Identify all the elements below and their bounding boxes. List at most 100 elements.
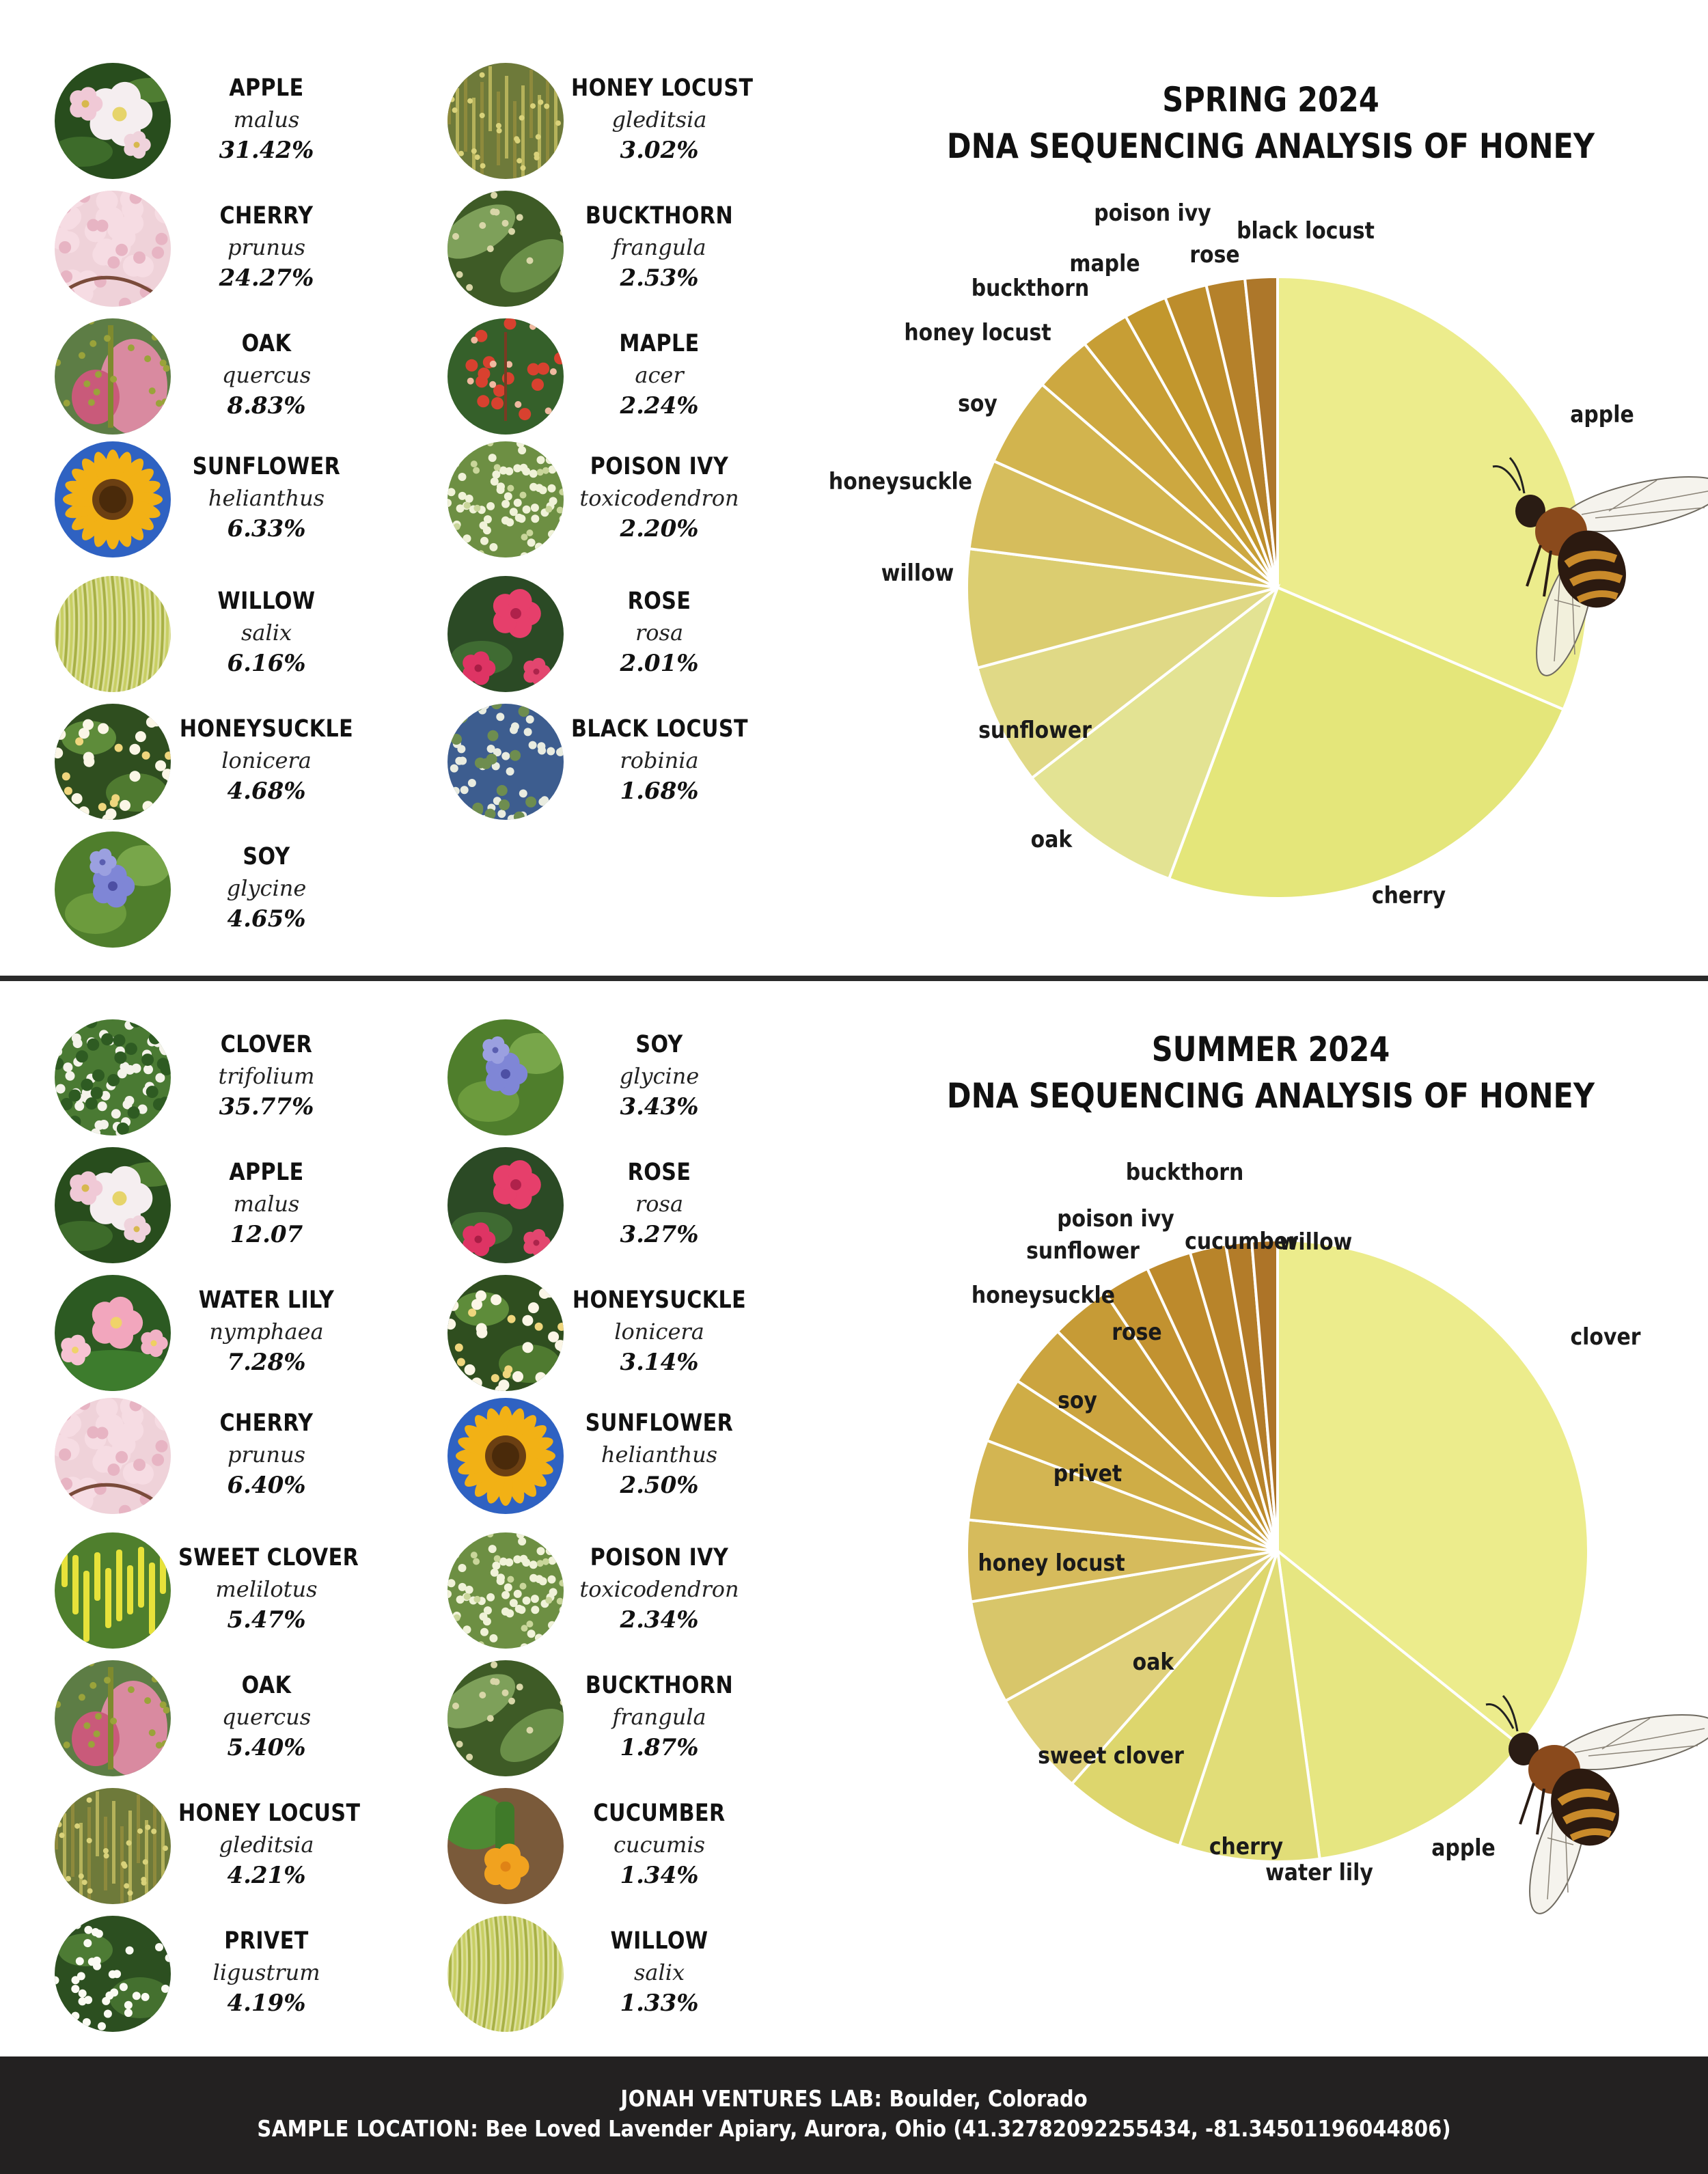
plant-name: BUCKTHORN	[585, 202, 734, 230]
pie-slice-water-lily	[1177, 1550, 1321, 1863]
plant-genus: rosa	[635, 1191, 684, 1217]
plant-genus: salix	[633, 1959, 685, 1985]
pie-slice-willow	[1250, 1238, 1279, 1552]
plant-item: POISON IVY toxicodendron 2.20%	[447, 441, 871, 558]
pie-label-sunflower: sunflower	[978, 716, 1092, 743]
pie-label-cherry: cherry	[1372, 881, 1446, 909]
plant-percent: 35.77%	[219, 1093, 314, 1120]
plant-genus: melilotus	[215, 1576, 318, 1602]
plant-text: SUNFLOWER helianthus 2.50%	[557, 1407, 762, 1500]
plant-item: ROSE rosa 2.01%	[447, 576, 871, 692]
plant-percent: 2.24%	[620, 392, 699, 419]
plant-name: OAK	[241, 1672, 292, 1699]
plant-percent: 1.34%	[620, 1862, 699, 1889]
spring-section: SPRING 2024 DNA SEQUENCING ANALYSIS OF H…	[0, 0, 1708, 976]
plant-text: WILLOW salix 1.33%	[557, 1925, 762, 2018]
footer-location-line: SAMPLE LOCATION: Bee Loved Lavender Apia…	[102, 2114, 1606, 2144]
pie-label-willow: willow	[1280, 1228, 1353, 1255]
cherry-blossom-photo	[55, 1398, 171, 1514]
plant-name: CLOVER	[220, 1031, 313, 1058]
plant-text: HONEY LOCUST gleditsia 4.21%	[164, 1798, 369, 1890]
plant-item: WATER LILY nymphaea 7.28%	[55, 1275, 478, 1391]
plant-item: WILLOW salix 6.16%	[55, 576, 478, 692]
plant-item: SOY glycine 4.65%	[55, 831, 478, 948]
plant-percent: 24.27%	[219, 264, 314, 292]
pie-label-cucumber: cucumber	[1185, 1227, 1298, 1254]
plant-name: HONEYSUCKLE	[572, 1286, 747, 1314]
buckthorn-photo	[447, 191, 564, 307]
footer-location-label: SAMPLE LOCATION:	[257, 2115, 479, 2142]
spring-title-season: SPRING 2024	[1162, 80, 1379, 120]
summer-chart-title: SUMMER 2024 DNA SEQUENCING ANALYSIS OF H…	[881, 1026, 1660, 1119]
plant-percent: 2.01%	[620, 650, 699, 677]
plant-item: HONEYSUCKLE lonicera 4.68%	[55, 704, 478, 820]
black-locust-photo	[447, 704, 564, 820]
plant-percent: 4.21%	[227, 1862, 306, 1889]
plant-name: POISON IVY	[590, 453, 729, 480]
honeysuckle-photo	[447, 1275, 564, 1391]
plant-text: APPLE malus 31.42%	[164, 72, 369, 165]
plant-name: BLACK LOCUST	[571, 715, 748, 743]
plant-name: ROSE	[627, 588, 691, 615]
plant-percent: 3.27%	[620, 1221, 699, 1248]
plant-item: SUNFLOWER helianthus 6.33%	[55, 441, 478, 558]
apple-blossom-photo	[55, 1147, 171, 1263]
plant-item: MAPLE acer 2.24%	[447, 318, 871, 435]
plant-text: BUCKTHORN frangula 2.53%	[557, 200, 762, 293]
plant-name: HONEY LOCUST	[178, 1800, 361, 1827]
plant-text: CHERRY prunus 6.40%	[164, 1407, 369, 1500]
pie-label-rose: rose	[1189, 240, 1239, 268]
plant-percent: 3.14%	[620, 1349, 699, 1376]
plant-genus: nymphaea	[209, 1319, 324, 1345]
plant-genus: lonicera	[614, 1319, 704, 1345]
plant-name: WILLOW	[217, 588, 316, 615]
pie-label-cherry: cherry	[1209, 1832, 1283, 1860]
pie-label-rose: rose	[1112, 1318, 1161, 1345]
pie-label-black-locust: black locust	[1237, 217, 1375, 244]
plant-genus: prunus	[227, 1442, 306, 1468]
pie-slice-sweet-clover	[1003, 1550, 1279, 1786]
plant-text: SOY glycine 3.43%	[557, 1029, 762, 1122]
plant-percent: 1.33%	[620, 1990, 699, 2017]
pie-label-buckthorn: buckthorn	[972, 274, 1090, 301]
sunflower-photo	[55, 441, 171, 558]
plant-text: MAPLE acer 2.24%	[557, 328, 762, 421]
spring-title-subtitle: DNA SEQUENCING ANALYSIS OF HONEY	[946, 126, 1595, 166]
plant-genus: helianthus	[601, 1442, 718, 1468]
plant-text: OAK quercus 8.83%	[164, 328, 369, 421]
plant-text: HONEYSUCKLE lonicera 4.68%	[164, 713, 369, 806]
pie-label-apple: apple	[1570, 400, 1634, 428]
plant-text: WILLOW salix 6.16%	[164, 586, 369, 678]
plant-genus: quercus	[221, 362, 312, 388]
plant-name: MAPLE	[619, 330, 700, 357]
plant-text: APPLE malus 12.07	[164, 1157, 369, 1250]
plant-item: SUNFLOWER helianthus 2.50%	[447, 1398, 871, 1514]
plant-item: OAK quercus 5.40%	[55, 1660, 478, 1776]
plant-percent: 7.28%	[227, 1349, 306, 1376]
plant-genus: malus	[233, 107, 300, 133]
water-lily-photo	[55, 1275, 171, 1391]
plant-text: POISON IVY toxicodendron 2.34%	[557, 1542, 762, 1635]
oak-flower-photo	[55, 1660, 171, 1776]
footer-lab-line: JONAH VENTURES LAB: Boulder, Colorado	[102, 2056, 1606, 2114]
plant-name: APPLE	[229, 74, 304, 102]
plant-name: SOY	[243, 843, 290, 870]
pie-slice-black-locust	[1243, 275, 1279, 588]
plant-item: HONEY LOCUST gleditsia 3.02%	[447, 63, 871, 179]
footer-lab-value: Boulder, Colorado	[889, 2085, 1088, 2112]
plant-text: SOY glycine 4.65%	[164, 841, 369, 934]
honey-locust-photo	[447, 63, 564, 179]
spring-pie-chart: apple cherry oak sunflower willow honeysuckle…	[829, 199, 1708, 909]
pie-label-sunflower: sunflower	[1026, 1237, 1140, 1264]
plant-name: SWEET CLOVER	[178, 1544, 359, 1571]
plant-genus: quercus	[221, 1704, 312, 1730]
plant-genus: prunus	[227, 234, 306, 260]
plant-percent: 1.87%	[620, 1734, 699, 1761]
pie-label-willow: willow	[881, 559, 954, 586]
plant-genus: glycine	[619, 1063, 700, 1089]
plant-name: APPLE	[229, 1159, 304, 1186]
plant-percent: 6.33%	[227, 515, 306, 542]
summer-title-season: SUMMER 2024	[1151, 1030, 1390, 1069]
pie-label-honey-locust: honey locust	[904, 318, 1051, 346]
pie-label-honeysuckle: honeysuckle	[972, 1281, 1115, 1308]
